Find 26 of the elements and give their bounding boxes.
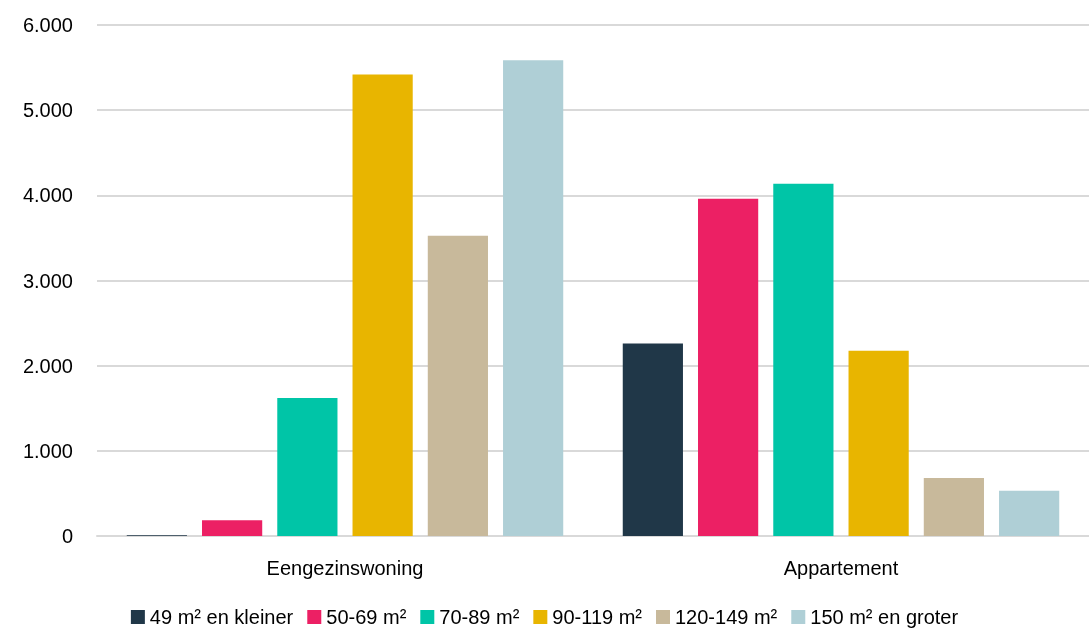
- legend-label: 150 m² en groter: [810, 606, 959, 628]
- y-tick-label: 4.000: [22, 184, 73, 207]
- y-tick-label: 6.000: [22, 14, 73, 36]
- legend-label: 50-69 m²: [326, 606, 407, 628]
- y-tick-label: 5.000: [22, 99, 73, 122]
- bar: [277, 398, 338, 536]
- bar: [923, 478, 984, 536]
- y-tick-label: 3.000: [22, 269, 73, 292]
- x-tick-label: Appartement: [783, 557, 899, 579]
- y-tick-label: 0: [61, 525, 73, 547]
- bar: [848, 350, 909, 536]
- legend-label: 49 m² en kleiner: [149, 606, 294, 628]
- legend-label: 70-89 m²: [439, 606, 520, 628]
- x-tick-label: Eengezinswoning: [266, 557, 424, 579]
- y-tick-label: 2.000: [22, 354, 73, 377]
- bar: [698, 198, 759, 536]
- legend-label: 120-149 m²: [675, 606, 778, 628]
- bar: [427, 235, 488, 536]
- legend-label: 90-119 m²: [552, 606, 643, 628]
- bar: [999, 490, 1060, 536]
- bar: [352, 74, 413, 536]
- bar: [202, 520, 263, 536]
- bar: [622, 343, 683, 536]
- bar: [503, 60, 564, 536]
- bar: [773, 183, 834, 536]
- y-tick-label: 1.000: [22, 439, 73, 462]
